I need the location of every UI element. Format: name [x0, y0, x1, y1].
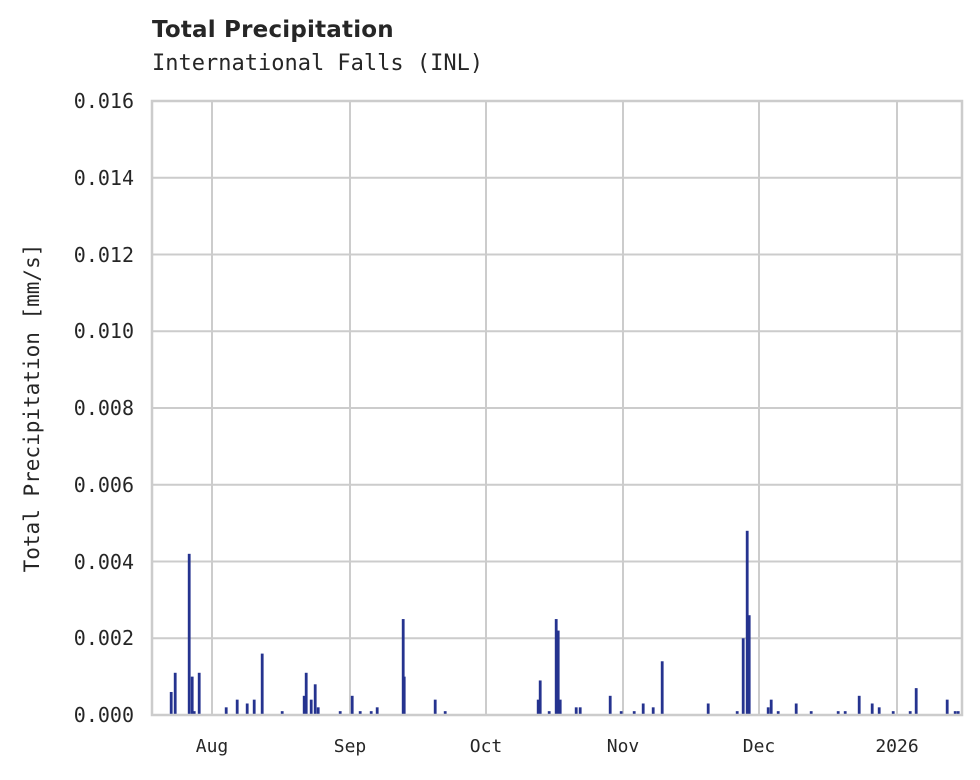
precip-bar: [547, 711, 551, 715]
gridlines: [152, 100, 962, 716]
precip-bar: [536, 699, 540, 715]
precipitation-bars: [169, 530, 960, 715]
precip-bar: [843, 711, 847, 715]
precip-bar: [235, 699, 239, 715]
precip-bar: [641, 703, 645, 715]
y-tick-label: 0.012: [73, 242, 134, 267]
precip-bar: [443, 711, 447, 715]
precip-bar: [338, 711, 342, 715]
y-tick-label: 0.014: [73, 165, 134, 190]
precip-bar: [197, 672, 201, 715]
precip-bar: [358, 711, 362, 715]
precip-bar: [433, 699, 437, 715]
precip-bar: [369, 711, 373, 715]
precip-bar: [877, 707, 881, 715]
y-tick-label: 0.002: [73, 626, 134, 651]
precip-bar: [794, 703, 798, 715]
precip-bar: [908, 711, 912, 715]
precip-bar: [619, 711, 623, 715]
precip-bar: [558, 699, 562, 715]
precip-bar: [375, 707, 379, 715]
precip-bar: [401, 619, 405, 715]
x-tick-label: Sep: [333, 736, 367, 757]
precip-bar: [574, 707, 578, 715]
chart-subtitle: International Falls (INL): [152, 51, 484, 76]
precip-bar: [554, 619, 558, 715]
precip-bar: [304, 672, 308, 715]
precip-bar: [891, 711, 895, 715]
precip-bar: [402, 676, 406, 715]
precip-bar: [632, 711, 636, 715]
precip-bar: [224, 707, 228, 715]
precip-bar: [836, 711, 840, 715]
x-tick-label: Aug: [195, 736, 229, 757]
precip-bar: [260, 653, 264, 715]
precip-bar: [766, 707, 770, 715]
precip-bar: [538, 680, 542, 715]
y-tick-label: 0.000: [73, 703, 134, 727]
precip-bar: [956, 711, 960, 715]
precip-bar: [169, 691, 173, 715]
x-tick-label: Nov: [606, 736, 640, 757]
precip-bar: [769, 699, 773, 715]
precip-bar: [556, 630, 560, 715]
y-tick-label: 0.010: [73, 319, 134, 344]
plot-frame: [150, 99, 964, 717]
precip-bar: [190, 676, 194, 715]
precip-bar: [173, 672, 177, 715]
precip-bar: [302, 695, 306, 715]
precip-bar: [651, 707, 655, 715]
precip-bar: [741, 638, 745, 715]
precip-bar: [735, 711, 739, 715]
precip-bar: [745, 530, 749, 715]
precip-bar: [192, 711, 196, 715]
precip-bar: [953, 711, 957, 715]
precip-bar: [313, 684, 317, 715]
precip-bar: [706, 703, 710, 715]
y-tick-label: 0.004: [73, 549, 134, 574]
precip-bar: [870, 703, 874, 715]
precip-bar: [945, 699, 949, 715]
precip-bar: [809, 711, 813, 715]
precip-bar: [660, 661, 664, 715]
precip-bar: [309, 699, 313, 715]
precip-bar: [608, 695, 612, 715]
x-tick-label: 2026: [875, 736, 919, 757]
precip-bar: [280, 711, 284, 715]
y-tick-label: 0.008: [73, 396, 134, 420]
precip-bar: [187, 553, 191, 715]
chart-title: Total Precipitation: [152, 17, 394, 43]
precip-bar: [252, 699, 256, 715]
y-tick-label: 0.016: [73, 89, 134, 113]
y-tick-label: 0.006: [73, 472, 134, 497]
precip-bar: [857, 695, 861, 715]
x-tick-label: Oct: [469, 736, 503, 757]
precip-bar: [914, 688, 918, 715]
precip-bar: [316, 707, 320, 715]
precip-bar: [747, 615, 751, 715]
precip-bar: [776, 711, 780, 715]
precip-bar: [245, 703, 249, 715]
precip-bar: [350, 695, 354, 715]
x-tick-label: Dec: [742, 736, 776, 757]
precip-bar: [578, 707, 582, 715]
